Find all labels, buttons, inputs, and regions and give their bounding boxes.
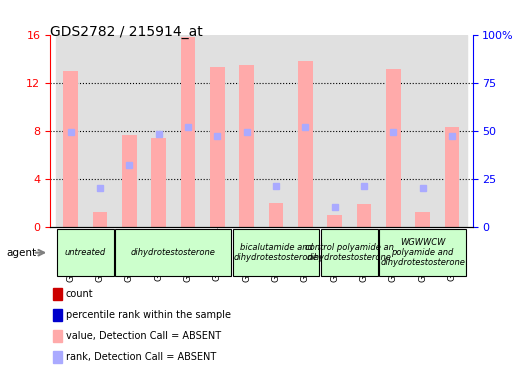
Bar [327,215,342,227]
Bar [115,35,144,227]
Bar [357,204,371,227]
FancyBboxPatch shape [115,228,231,276]
Bar [203,35,232,227]
Text: WGWWCW
polyamide and
dihydrotestosterone: WGWWCW polyamide and dihydrotestosterone [380,238,465,267]
Bar [416,212,430,227]
Bar [350,35,379,227]
Text: percentile rank within the sample: percentile rank within the sample [66,310,231,320]
Bar [291,35,320,227]
Bar [56,35,86,227]
Text: bicalutamide and
dihydrotestosterone: bicalutamide and dihydrotestosterone [233,243,318,262]
FancyBboxPatch shape [320,228,378,276]
Text: untreated: untreated [65,248,106,257]
Bar [320,35,350,227]
Bar [232,35,261,227]
Bar [173,35,203,227]
Text: agent: agent [6,248,36,258]
Bar [408,35,437,227]
Bar [86,35,115,227]
Bar [437,35,467,227]
Bar [445,127,459,227]
Bar [210,67,225,227]
Bar [298,61,313,227]
Text: value, Detection Call = ABSENT: value, Detection Call = ABSENT [66,331,221,341]
Bar [122,136,137,227]
Bar [93,212,107,227]
Bar [144,35,173,227]
FancyBboxPatch shape [379,228,466,276]
Bar [379,35,408,227]
Bar [386,70,401,227]
Bar [63,71,78,227]
FancyBboxPatch shape [56,228,114,276]
FancyBboxPatch shape [233,228,319,276]
Text: GDS2782 / 215914_at: GDS2782 / 215914_at [50,25,203,39]
Text: count: count [66,289,93,299]
Bar [152,138,166,227]
Text: rank, Detection Call = ABSENT: rank, Detection Call = ABSENT [66,352,216,362]
Text: dihydrotestosterone: dihydrotestosterone [131,248,216,257]
Bar [269,203,284,227]
Bar [239,65,254,227]
Bar [261,35,291,227]
Bar [181,37,195,227]
Text: control polyamide an
dihydrotestosterone: control polyamide an dihydrotestosterone [305,243,394,262]
